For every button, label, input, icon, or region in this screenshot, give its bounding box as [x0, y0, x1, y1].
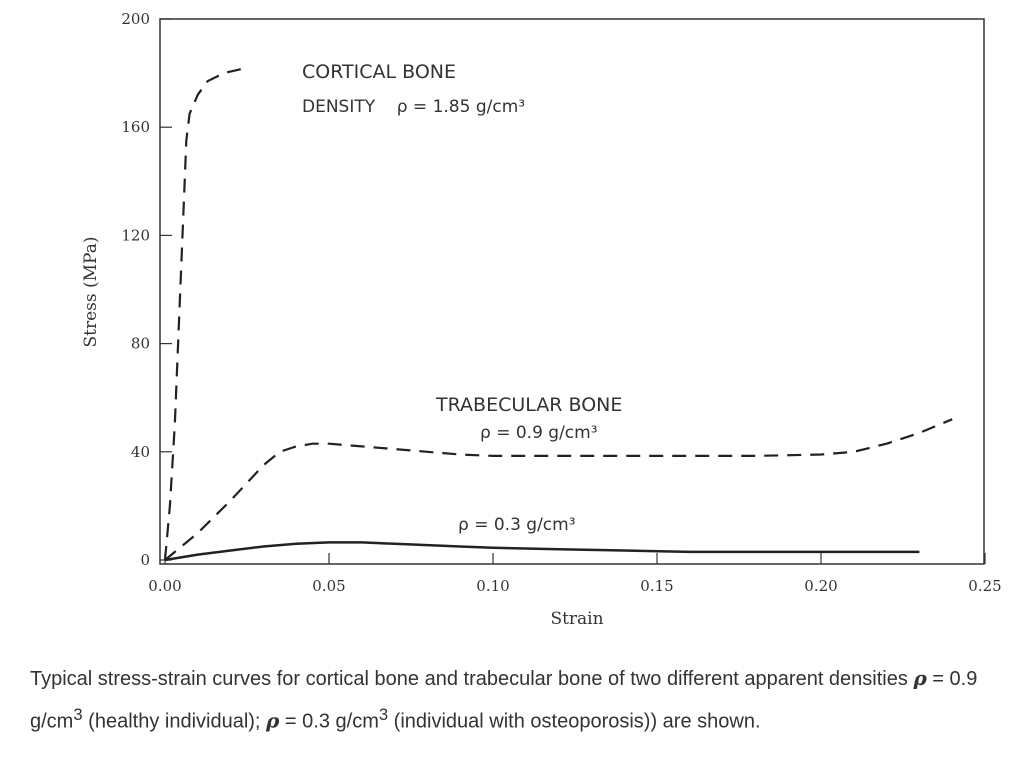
caption-rho-2: ρ: [266, 708, 280, 733]
y-tick-label: 160: [121, 118, 150, 136]
y-axis-title: Stress (MPa): [81, 237, 101, 348]
series-line-cortical-bone-curve: [163, 66, 248, 561]
annotation-cortical-line1: CORTICAL BONE: [302, 61, 456, 83]
y-tick-label: 200: [121, 10, 150, 28]
y-tick-label: 120: [121, 226, 150, 244]
x-tick-label: 0.05: [312, 577, 345, 595]
axis-ticks: 0 40 80 120 160 200 0.00 0.05 0.10 0.15 0.20 0.25: [121, 10, 1001, 595]
series-line-trabecular-bone-0.9-curve: [164, 418, 953, 561]
y-tick-label: 0: [140, 551, 150, 569]
annotation-trabecular-high-line2: ρ = 0.9 g/cm³: [480, 423, 598, 443]
y-tick-label: 80: [131, 335, 150, 353]
caption-rho-1: ρ: [913, 666, 927, 690]
annotation-trabecular-low: ρ = 0.3 g/cm³: [458, 515, 576, 535]
series-group: [163, 66, 953, 562]
annotation-cortical-line2: DENSITY ρ = 1.85 g/cm³: [302, 97, 525, 117]
caption-text-5: (individual with osteoporosis)) are show…: [388, 710, 761, 733]
y-tick-label: 40: [131, 443, 150, 461]
caption-text-2: = 0.9 g/cm: [30, 668, 978, 733]
plot-frame: [159, 18, 985, 565]
caption-text-3: (healthy individual);: [82, 710, 267, 733]
caption-text-1: Typical stress-strain curves for cortica…: [30, 668, 914, 690]
series-line-trabecular-bone-0.3-curve: [164, 541, 920, 562]
x-tick-label: 0.15: [640, 577, 673, 595]
x-tick-label: 0.25: [968, 577, 1001, 595]
x-tick-label: 0.10: [476, 577, 509, 595]
x-tick-label: 0.20: [804, 577, 837, 595]
x-axis-title: Strain: [550, 609, 603, 629]
stress-strain-chart: 0 40 80 120 160 200 0.00 0.05 0.10 0.15 0.20 0.25 S…: [81, 10, 1002, 629]
x-tick-label: 0.00: [148, 577, 181, 595]
figure-caption: Typical stress-strain curves for cortica…: [30, 660, 1005, 740]
caption-sup-2: 3: [378, 705, 389, 724]
annotation-trabecular-high-line1: TRABECULAR BONE: [435, 394, 622, 416]
caption-text-4: = 0.3 g/cm: [279, 710, 379, 733]
caption-sup-1: 3: [73, 705, 83, 724]
